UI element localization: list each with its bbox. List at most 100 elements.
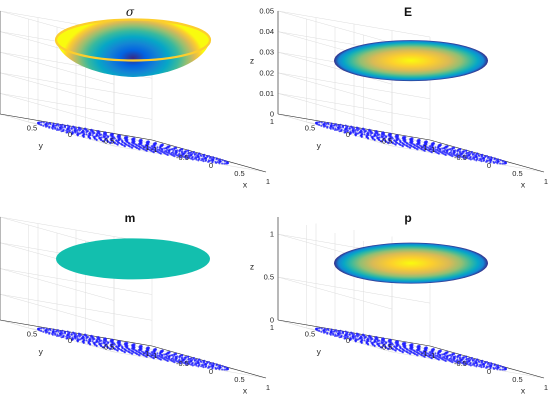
scatter-point [200,159,203,162]
scatter-point [118,348,121,351]
scatter-point [107,140,110,143]
scatter-point [354,340,357,343]
scatter-point [364,335,368,339]
scatter-points [36,121,230,165]
scatter-point [48,122,51,125]
scatter-point [409,146,412,149]
scatter-point [484,155,487,158]
scatter-point [221,159,224,162]
scatter-point [186,157,189,160]
scatter-point [333,334,337,338]
scatter-point [95,138,98,142]
scatter-point [432,141,435,144]
scatter-point [378,139,381,142]
scatter-point [352,337,355,340]
scatter-point [191,358,194,362]
scatter-point [95,344,98,348]
scatter-point [332,127,335,130]
scatter-point [159,358,163,361]
scatter-point [493,363,496,366]
scatter-point [490,362,493,365]
scatter-point [70,132,74,136]
scatter-point [378,136,381,139]
scatter-point [47,122,50,126]
scatter-point [493,161,496,164]
scatter-point [209,159,213,162]
scatter-point [40,123,43,127]
panel-E: -1-1-0.5-0.5000.50.51100.010.020.030.040… [250,5,548,190]
scatter-point [369,340,372,343]
scatter-point [316,327,319,330]
scatter-point [394,143,397,146]
scatter-point [163,353,166,356]
scatter-point [375,129,378,133]
scatter-point [403,341,406,344]
scatter-point [337,330,340,333]
scatter-point [360,135,363,138]
scatter-point [443,151,446,154]
scatter-point [425,352,428,355]
y-axis-label: y [317,140,322,150]
scatter-point [457,354,460,357]
scatter-point [394,349,397,352]
scatter-point [375,335,378,339]
scatter-point [103,337,107,340]
scatter-point [323,327,326,330]
scatter-point [353,333,356,336]
x-tick-label: -1 [151,351,158,360]
scatter-point [496,158,500,161]
scatter-point [116,143,119,146]
scatter-point [55,128,59,132]
scatter-point [430,151,433,154]
scatter-point [215,161,218,164]
scatter-point [368,334,371,337]
scatter-point [468,363,471,366]
scatter-point [339,329,342,332]
scatter-point [190,157,193,160]
scatter-point [343,337,346,340]
y-tick-label: 0.5 [27,124,37,133]
scatter-point [406,348,409,351]
scatter-point [410,145,413,148]
scatter-point [346,333,349,336]
scatter-point [209,362,212,365]
scatter-point [417,138,421,141]
scatter-point [176,149,179,152]
scatter-point [57,124,60,127]
scatter-point [152,151,155,154]
scatter-point [171,147,174,151]
scatter-point [446,350,449,354]
scatter-point [335,128,338,131]
chart-title: m [125,211,136,225]
scatter-point [503,368,506,371]
chart-title: p [404,211,411,225]
scatter-point [63,124,66,127]
scatter-point [191,364,194,367]
y-axis-label: y [317,346,322,356]
scatter-point [68,130,71,133]
scatter-point [406,142,409,145]
scatter-point [207,360,211,364]
scatter-point [434,146,437,149]
scatter-point [401,351,405,354]
scatter-point [123,145,127,148]
scatter-point [335,334,338,337]
scatter-point [450,358,453,361]
z-tick-label: 0.01 [259,89,274,98]
scatter-point [482,159,485,162]
scatter-point [503,162,506,165]
x-tick-label: -0.5 [454,359,467,368]
z-tick-label: 0 [270,316,274,325]
scatter-point [68,125,71,128]
scatter-point [344,124,347,127]
scatter-point [368,128,371,131]
scatter-point [337,124,340,127]
scatter-point [156,354,159,357]
scatter-point [471,358,474,361]
scatter-point [470,150,474,154]
scatter-point [100,339,103,342]
scatter-point [392,142,395,145]
scatter-point [44,331,48,334]
scatter-point [54,127,57,130]
